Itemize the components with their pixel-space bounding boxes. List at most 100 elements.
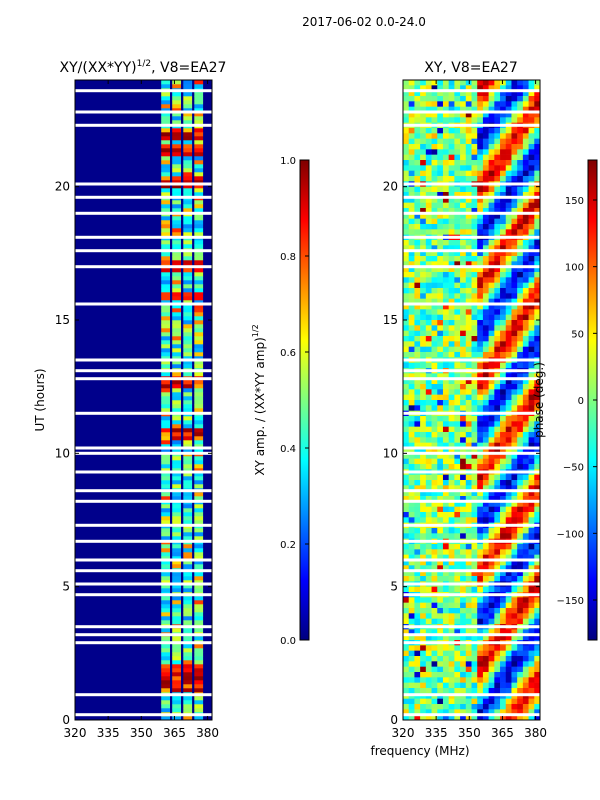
phase-cell: [420, 208, 427, 214]
phase-cell: [431, 224, 438, 230]
phase-cell: [437, 293, 444, 299]
phase-cell: [454, 373, 461, 379]
phase-cell: [454, 634, 461, 641]
phase-cell: [408, 250, 415, 257]
amplitude-colorbar-gradient: [299, 159, 310, 641]
phase-cell: [465, 224, 472, 230]
phase-cell: [517, 677, 524, 683]
phase-cell: [442, 474, 449, 481]
phase-cell: [425, 304, 432, 310]
phase-cell: [522, 272, 529, 278]
phase-cell: [517, 464, 524, 470]
amplitude-cell: [194, 328, 204, 333]
phase-cell: [500, 458, 507, 465]
amplitude-cell: [172, 668, 181, 673]
phase-cell: [500, 453, 507, 459]
phase-cell: [460, 373, 467, 379]
phase-cell: [437, 362, 444, 369]
phase-cell: [403, 298, 410, 305]
phase-cell: [511, 618, 518, 625]
amplitude-cell: [161, 228, 170, 233]
phase-cell: [408, 597, 415, 603]
phase-cell: [420, 485, 427, 491]
phase-cell: [448, 554, 455, 561]
phase-cell: [431, 218, 438, 225]
amplitude-cell: [183, 320, 193, 325]
phase-cell: [482, 213, 489, 219]
phase-cell: [414, 272, 421, 278]
amplitude-cell: [194, 616, 204, 621]
phase-cell: [465, 432, 472, 438]
phase-cell: [534, 458, 540, 465]
phase-cell: [528, 704, 535, 710]
amplitude-cell: [194, 580, 204, 585]
phase-cell: [442, 608, 449, 614]
phase-cell: [511, 634, 518, 641]
phase-cell: [488, 448, 495, 454]
phase-cell: [494, 378, 501, 385]
amplitude-cell: [194, 228, 204, 233]
colorbar-tick-label: −150: [557, 596, 584, 607]
phase-cell: [465, 496, 472, 502]
phase-cell: [460, 666, 467, 673]
phase-cell: [448, 496, 455, 502]
phase-cell: [482, 80, 489, 86]
phase-cell: [431, 602, 438, 609]
phase-cell: [414, 128, 421, 134]
amplitude-cell: [183, 388, 193, 393]
phase-cell: [482, 240, 489, 246]
phase-cell: [477, 597, 484, 603]
phase-cell: [454, 394, 461, 401]
amplitude-cell: [161, 328, 170, 333]
phase-cell: [522, 277, 529, 283]
phase-cell: [431, 474, 438, 481]
amplitude-cell: [194, 316, 204, 321]
amplitude-cell: [161, 84, 170, 89]
phase-cell: [488, 394, 495, 401]
amplitude-cell: [161, 476, 170, 481]
flagged-row: [403, 539, 540, 543]
phase-cell: [505, 576, 512, 582]
phase-cell: [528, 597, 535, 603]
phase-cell: [528, 464, 535, 470]
phase-cell: [505, 378, 512, 385]
amplitude-cell: [172, 160, 181, 165]
phase-cell: [494, 90, 501, 97]
flagged-row: [403, 451, 540, 455]
phase-cell: [431, 384, 438, 390]
phase-cell: [511, 698, 518, 705]
phase-title: XY, V8=EA27: [424, 60, 518, 76]
phase-cell: [522, 389, 529, 395]
amplitude-cell: [161, 468, 170, 473]
phase-cell: [448, 330, 455, 337]
phase-cell: [437, 549, 444, 555]
phase-cell: [505, 437, 512, 443]
phase-cell: [477, 138, 484, 145]
phase-cell: [437, 426, 444, 433]
phase-cell: [482, 320, 489, 326]
phase-cell: [420, 186, 427, 193]
phase-cell: [454, 144, 461, 150]
phase-cell: [420, 464, 427, 470]
phase-cell: [511, 304, 518, 310]
amplitude-cell: [183, 360, 193, 365]
amplitude-cell: [161, 180, 170, 185]
phase-cell: [460, 288, 467, 294]
phase-cell: [465, 346, 472, 353]
amplitude-title-main: XY/(XX*YY): [60, 60, 137, 76]
phase-cell: [420, 677, 427, 683]
amplitude-cell: [161, 612, 170, 617]
phase-cell: [494, 474, 501, 481]
phase-cell: [460, 245, 467, 251]
amplitude-cell: [172, 92, 181, 97]
phase-cell: [528, 656, 535, 662]
phase-cell: [528, 437, 535, 443]
amplitude-cell: [161, 436, 170, 441]
phase-cell: [425, 464, 432, 470]
amplitude-cell: [194, 644, 204, 649]
phase-cell: [500, 560, 507, 566]
phase-cell: [500, 336, 507, 342]
phase-cell: [420, 506, 427, 513]
amplitude-cell: [194, 676, 204, 681]
phase-cell: [494, 80, 501, 86]
